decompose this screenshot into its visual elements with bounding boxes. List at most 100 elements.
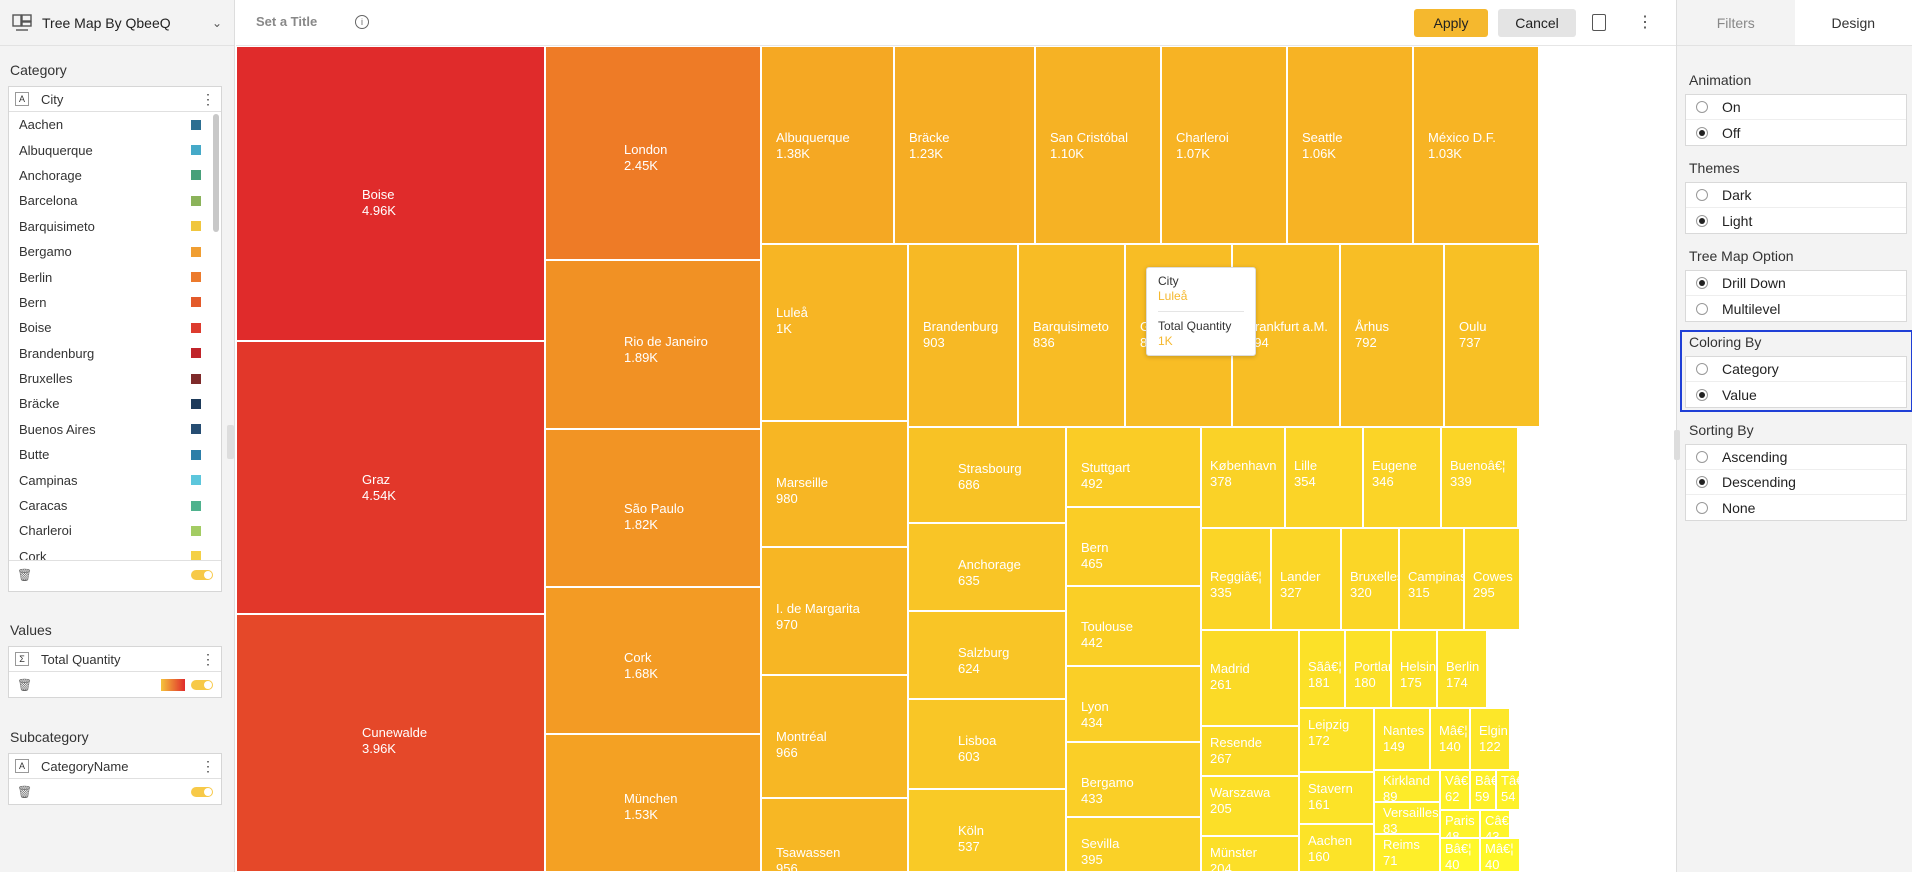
- list-item[interactable]: Barquisimeto: [9, 214, 221, 239]
- widget-title-input[interactable]: Set a Title: [256, 14, 318, 29]
- delete-icon[interactable]: 🗑: [17, 568, 33, 582]
- list-item[interactable]: Albuquerque: [9, 137, 221, 162]
- treemap-tile[interactable]: Lisboa 603: [908, 699, 1066, 789]
- color-swatch[interactable]: [191, 195, 201, 206]
- treemap-tile[interactable]: Berlin 174: [1437, 630, 1487, 708]
- treemap-tile[interactable]: Rio de Janeiro 1.89K: [545, 260, 761, 429]
- radio-button[interactable]: [1696, 126, 1708, 139]
- treemap-tile[interactable]: São Paulo 1.82K: [545, 429, 761, 587]
- color-swatch[interactable]: [191, 525, 201, 536]
- category-toggle[interactable]: [191, 570, 213, 580]
- treemap-tile[interactable]: Cork 1.68K: [545, 587, 761, 734]
- list-item[interactable]: Bräcke: [9, 391, 221, 416]
- color-swatch[interactable]: [191, 246, 201, 257]
- color-swatch[interactable]: [191, 170, 201, 181]
- right-panel-collapse-handle[interactable]: [1674, 430, 1680, 460]
- subcategory-field[interactable]: A CategoryName ⋮: [9, 754, 221, 779]
- list-item[interactable]: Buenos Aires: [9, 417, 221, 442]
- option-descending[interactable]: Descending: [1686, 470, 1906, 495]
- treemap-tile[interactable]: Lille 354: [1285, 427, 1363, 528]
- color-swatch[interactable]: [191, 551, 201, 560]
- treemap-tile[interactable]: København 378: [1201, 427, 1285, 528]
- treemap-tile[interactable]: Leipzig 172: [1299, 708, 1374, 772]
- option-value[interactable]: Value: [1686, 382, 1906, 407]
- treemap-tile[interactable]: Nantes 149: [1374, 708, 1430, 770]
- more-options-icon[interactable]: ⋮: [201, 757, 215, 774]
- treemap-tile[interactable]: Helsinki175: [1391, 630, 1437, 708]
- treemap-tile[interactable]: Tsawassen 956: [761, 798, 908, 872]
- treemap-tile[interactable]: Versailles 83: [1374, 802, 1440, 834]
- list-scrollbar[interactable]: [213, 114, 219, 232]
- option-category[interactable]: Category: [1686, 357, 1906, 382]
- option-drill-down[interactable]: Drill Down: [1686, 271, 1906, 296]
- treemap-tile[interactable]: Mâ€¦ 140: [1430, 708, 1470, 770]
- color-swatch[interactable]: [191, 398, 201, 409]
- treemap-tile[interactable]: Paris 48: [1440, 810, 1480, 838]
- more-options-icon[interactable]: ⋮: [1637, 14, 1653, 31]
- treemap-tile[interactable]: Brandenburg 903: [908, 244, 1018, 427]
- color-swatch[interactable]: [191, 145, 201, 156]
- treemap-tile[interactable]: Barquisimeto 836: [1018, 244, 1125, 427]
- option-dark[interactable]: Dark: [1686, 183, 1906, 208]
- list-item[interactable]: Boise: [9, 315, 221, 340]
- treemap-tile[interactable]: Charleroi 1.07K: [1161, 46, 1287, 244]
- color-swatch[interactable]: [191, 221, 201, 232]
- list-item[interactable]: Bern: [9, 290, 221, 315]
- color-swatch[interactable]: [191, 449, 201, 460]
- treemap-tile[interactable]: Tâ€¦54: [1496, 770, 1520, 810]
- treemap-tile[interactable]: Eugene 346: [1363, 427, 1441, 528]
- radio-button[interactable]: [1696, 501, 1708, 514]
- treemap-tile[interactable]: Vâ€¦ 62: [1440, 770, 1470, 810]
- color-swatch[interactable]: [191, 348, 201, 359]
- treemap-chart[interactable]: Boise 4.96K Graz 4.54K Cunewalde 3.96K London 2…: [236, 46, 1673, 872]
- treemap-tile[interactable]: Sevilla 395: [1066, 817, 1201, 872]
- widget-type-selector[interactable]: Tree Map By QbeeQ ⌄: [0, 0, 234, 46]
- color-swatch[interactable]: [191, 297, 201, 308]
- treemap-tile[interactable]: Stuttgart 492: [1066, 427, 1201, 507]
- color-swatch[interactable]: [191, 373, 201, 384]
- treemap-tile[interactable]: Luleå 1K: [761, 244, 908, 421]
- list-item[interactable]: Anchorage: [9, 163, 221, 188]
- color-swatch[interactable]: [191, 475, 201, 486]
- more-options-icon[interactable]: ⋮: [201, 90, 215, 107]
- delete-icon[interactable]: 🗑: [17, 785, 33, 799]
- treemap-tile[interactable]: Frankfurt a.M. 794: [1232, 244, 1340, 427]
- tab-design[interactable]: Design: [1794, 0, 1912, 45]
- color-swatch[interactable]: [191, 119, 201, 130]
- treemap-tile[interactable]: Salzburg 624: [908, 611, 1066, 699]
- delete-icon[interactable]: 🗑: [17, 678, 33, 692]
- color-swatch[interactable]: [191, 424, 201, 435]
- list-item[interactable]: Bergamo: [9, 239, 221, 264]
- treemap-tile[interactable]: Buenoâ€¦ 339: [1441, 427, 1518, 528]
- color-swatch[interactable]: [191, 322, 201, 333]
- cancel-button[interactable]: Cancel: [1498, 9, 1576, 37]
- list-item[interactable]: Aachen: [9, 112, 221, 137]
- treemap-tile[interactable]: Warszawa 205: [1201, 776, 1299, 836]
- list-item[interactable]: Caracas: [9, 493, 221, 518]
- option-on[interactable]: On: [1686, 95, 1906, 120]
- treemap-tile[interactable]: San Cristóbal 1.10K: [1035, 46, 1161, 244]
- treemap-tile[interactable]: Portland180: [1345, 630, 1391, 708]
- treemap-tile[interactable]: Reggiâ€¦ 335: [1201, 528, 1271, 630]
- apply-button[interactable]: Apply: [1414, 9, 1488, 37]
- option-off[interactable]: Off: [1686, 120, 1906, 145]
- treemap-tile[interactable]: Cunewalde 3.96K: [236, 614, 545, 872]
- treemap-tile[interactable]: Campinas 315: [1399, 528, 1464, 630]
- tab-filters[interactable]: Filters: [1716, 14, 1755, 31]
- treemap-tile[interactable]: Stavern 161: [1299, 772, 1374, 824]
- treemap-tile[interactable]: Bâ€¦ 40: [1440, 838, 1480, 872]
- treemap-tile[interactable]: Aachen 160: [1299, 824, 1374, 872]
- left-panel-collapse-handle[interactable]: [227, 425, 234, 459]
- treemap-tile[interactable]: Seattle 1.06K: [1287, 46, 1413, 244]
- radio-button[interactable]: [1696, 189, 1708, 201]
- radio-button[interactable]: [1696, 363, 1708, 375]
- category-field[interactable]: A City ⋮: [9, 87, 221, 112]
- treemap-tile[interactable]: Sãâ€¦ 181: [1299, 630, 1345, 708]
- treemap-tile[interactable]: Strasbourg 686: [908, 427, 1066, 523]
- list-item[interactable]: Barcelona: [9, 188, 221, 213]
- radio-button[interactable]: [1696, 101, 1708, 113]
- treemap-tile[interactable]: Bräcke 1.23K: [894, 46, 1035, 244]
- option-none[interactable]: None: [1686, 495, 1906, 520]
- option-ascending[interactable]: Ascending: [1686, 445, 1906, 470]
- treemap-tile[interactable]: Lyon 434: [1066, 666, 1201, 742]
